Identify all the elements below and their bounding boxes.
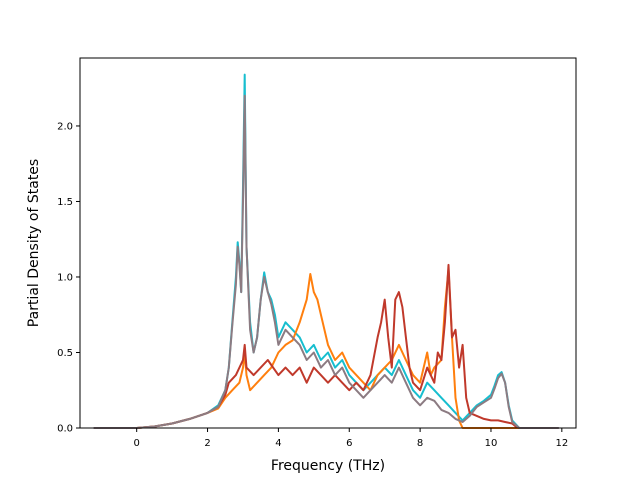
y-tick-label: 0.5: [57, 348, 73, 359]
x-tick-label: 6: [346, 438, 352, 449]
y-tick-label: 1.0: [57, 272, 73, 283]
series-layer: [93, 73, 560, 429]
y-tick-label: 1.5: [57, 197, 73, 208]
x-tick-label: 8: [417, 438, 423, 449]
y-tick-label: 2.0: [57, 121, 73, 132]
x-tick-label: 0: [133, 438, 139, 449]
plot-background: [80, 58, 576, 428]
x-tick-label: 2: [204, 438, 210, 449]
series-line-4: [93, 94, 560, 429]
plot-frame: [79, 57, 577, 429]
x-axis-label: Frequency (THz): [271, 458, 385, 474]
x-tick-label: 10: [485, 438, 498, 449]
series-line-3: [96, 263, 528, 429]
y-axis-ticks: 0.0 0.5 1.0 1.5 2.0: [57, 121, 80, 435]
y-axis-label: Partial Density of States: [26, 159, 42, 327]
series-line-2: [96, 268, 528, 429]
x-axis-ticks: 0 2 4 6 8 10 12: [133, 428, 568, 449]
y-tick-label: 0.0: [57, 424, 73, 435]
x-tick-label: 12: [555, 438, 568, 449]
x-tick-label: 4: [275, 438, 281, 449]
